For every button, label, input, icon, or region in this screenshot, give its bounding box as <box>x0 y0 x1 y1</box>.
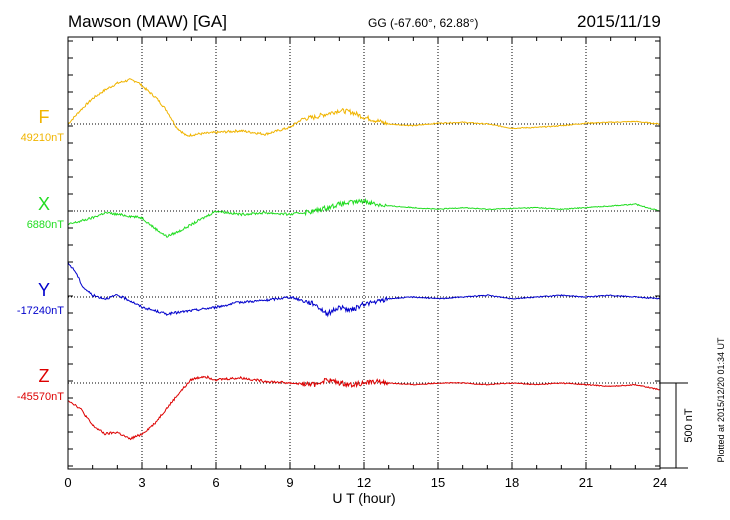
x-axis-label: U T (hour) <box>332 490 395 506</box>
baseline-value-y: -17240nT <box>17 305 64 317</box>
series-name-f: F <box>39 107 50 127</box>
baseline-value-z: -45570nT <box>17 391 64 403</box>
x-tick-label: 0 <box>64 475 71 490</box>
series-name-y: Y <box>38 280 50 300</box>
baseline-value-x: 6880nT <box>27 219 65 231</box>
label-layer: F 49210nT X 6880nT Y -17240nT Z -45570nT 0 3 6 9 12 1… <box>17 107 726 506</box>
trace-z <box>67 375 661 441</box>
trace-x <box>67 197 661 238</box>
grid-layer <box>68 37 660 469</box>
date-label: 2015/11/19 <box>577 12 661 31</box>
trace-f <box>67 78 661 138</box>
station-title: Mawson (MAW) [GA] <box>68 12 227 31</box>
series-layer <box>67 78 661 441</box>
coordinates-label: GG (-67.60°, 62.88°) <box>368 16 479 30</box>
plotted-at-note: Plotted at 2015/12/20 01:34 UT <box>716 337 726 463</box>
frame-layer <box>67 36 688 470</box>
x-tick-label: 9 <box>286 475 293 490</box>
series-name-x: X <box>38 194 50 214</box>
trace-y <box>67 261 661 318</box>
baseline-value-f: 49210nT <box>21 132 65 144</box>
x-tick-label: 24 <box>653 475 667 490</box>
series-name-z: Z <box>39 366 50 386</box>
x-tick-label: 21 <box>579 475 593 490</box>
x-tick-label: 3 <box>138 475 145 490</box>
x-tick-label: 18 <box>505 475 519 490</box>
scale-bar-label: 500 nT <box>683 408 695 443</box>
x-tick-label: 6 <box>212 475 219 490</box>
x-tick-label: 12 <box>357 475 371 490</box>
x-tick-label: 15 <box>431 475 445 490</box>
